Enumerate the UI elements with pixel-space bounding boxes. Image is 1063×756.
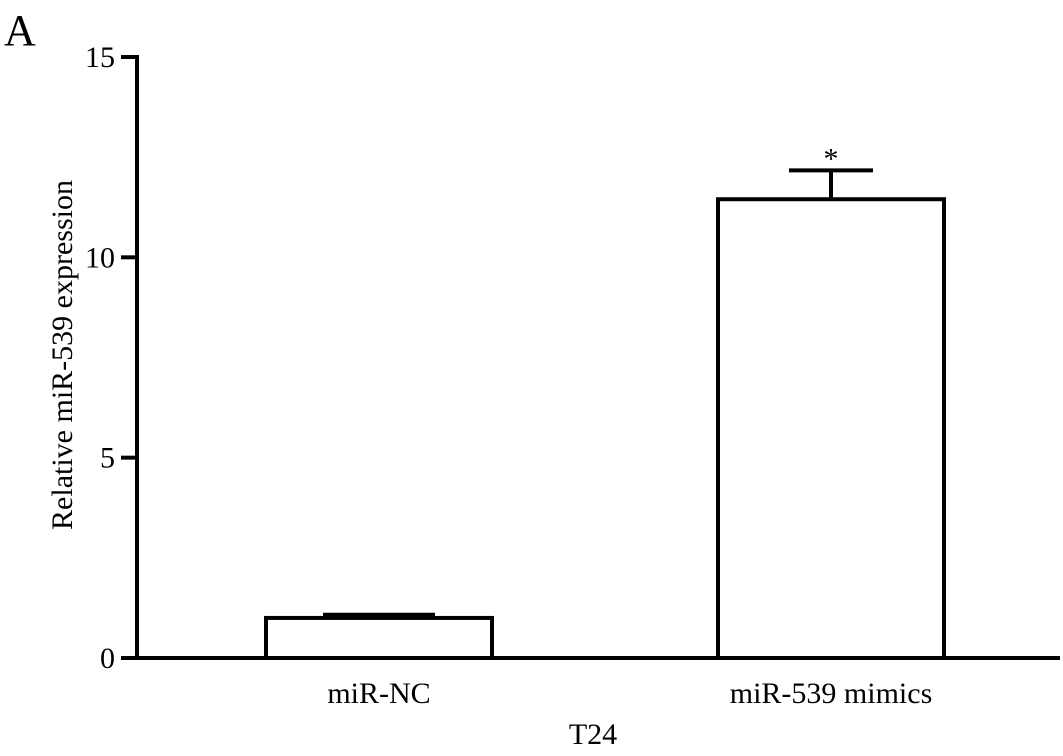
- category-labels: miR-NC miR-539 mimics: [327, 677, 932, 710]
- panel-label: A: [4, 6, 36, 55]
- x-axis-title: T24: [569, 718, 617, 751]
- error-bar-2: [789, 168, 873, 200]
- y-axis-title: Relative miR-539 expression: [46, 180, 79, 530]
- annotations-group: *: [824, 142, 839, 175]
- y-axis-ticks: 0 5 10 15: [85, 41, 137, 675]
- bars-group: [264, 197, 946, 661]
- bar-1: [264, 615, 494, 661]
- category-label-1: miR-NC: [327, 677, 430, 710]
- error-bar-1: [323, 612, 435, 618]
- bar-2: [716, 197, 946, 660]
- y-tick-label: 10: [85, 241, 115, 274]
- y-tick-label: 15: [85, 41, 115, 74]
- error-bars-group: [323, 168, 873, 618]
- y-tick-label: 5: [100, 442, 115, 475]
- significance-marker: *: [824, 142, 839, 175]
- category-label-2: miR-539 mimics: [730, 677, 933, 710]
- y-tick-label: 0: [100, 642, 115, 675]
